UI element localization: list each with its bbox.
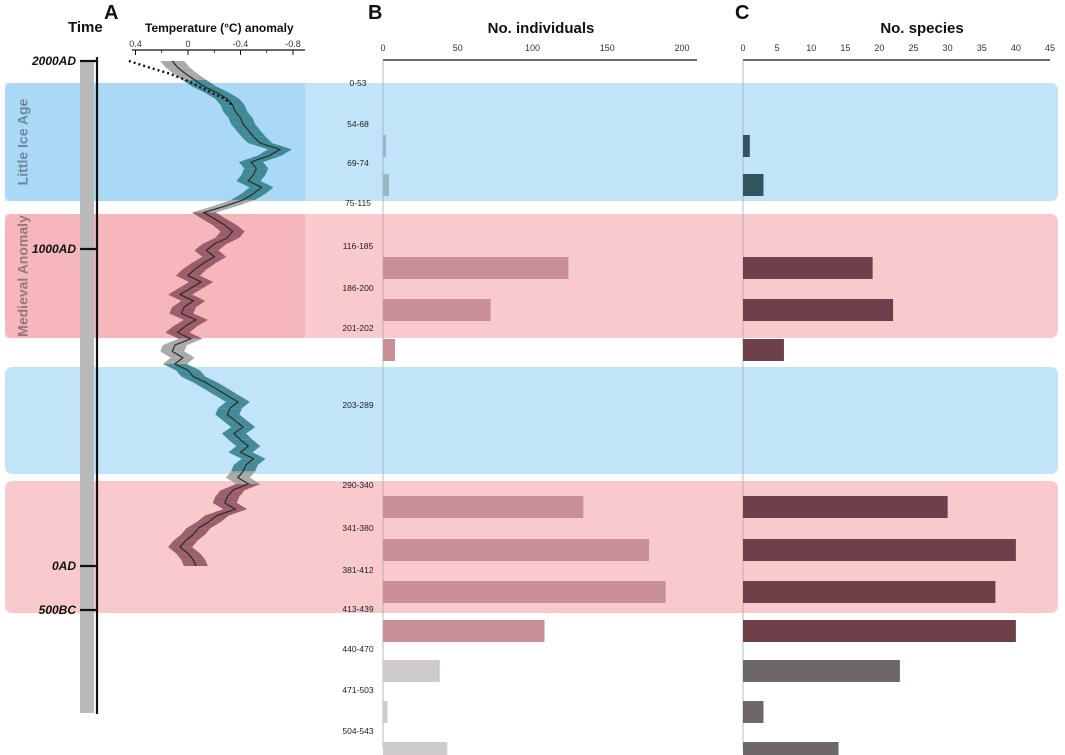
temp-tick-label: 0.4	[129, 39, 142, 49]
time-axis-bar	[80, 60, 94, 713]
individuals-bar	[383, 339, 395, 361]
species-bar	[743, 742, 839, 755]
species-bar	[743, 660, 900, 682]
species-bar	[743, 339, 784, 361]
individuals-panel: 0 50 100 150 200 0-53 54-68 69-74 75-115 116-185 1…	[342, 43, 697, 755]
species-bar	[743, 174, 764, 196]
time-label: 0AD	[52, 559, 76, 573]
individuals-bar	[383, 539, 650, 561]
individuals-tick-label: 200	[675, 43, 690, 53]
temp-tick-label: -0.8	[285, 39, 301, 49]
species-title: No. species	[880, 20, 963, 37]
species-bar	[743, 299, 894, 321]
period-band-1	[5, 83, 1058, 201]
species-bar	[743, 581, 996, 603]
bin-label: 341-380	[342, 523, 373, 533]
species-tick-label: 10	[806, 43, 816, 53]
individuals-tick-label: 100	[525, 43, 540, 53]
bin-label: 290-340	[342, 480, 373, 490]
bin-label: 201-202	[342, 323, 373, 333]
temp-tick-label: 0	[185, 39, 190, 49]
species-bar	[743, 701, 764, 723]
instrumental-record-line	[128, 59, 234, 107]
bin-label: 440-470	[342, 644, 373, 654]
time-label: 1000AD	[32, 242, 76, 256]
panel-letter-c: C	[735, 2, 749, 24]
bin-label: 203-289	[342, 400, 373, 410]
individuals-bar	[383, 701, 388, 723]
temperature-panel: 0.4 0 -0.4 -0.8	[128, 39, 305, 567]
individuals-bar	[383, 299, 491, 321]
bin-label: 381-412	[342, 565, 373, 575]
temp-anomaly-line	[171, 60, 282, 567]
period-band-3	[5, 367, 1058, 474]
temperature-axis-title: Temperature (°C) anomaly	[145, 21, 294, 35]
period-label-1: Little Ice Age	[15, 98, 31, 185]
species-tick-label: 20	[874, 43, 884, 53]
species-tick-label: 40	[1011, 43, 1021, 53]
bin-label: 0-53	[349, 78, 366, 88]
time-label: 500BC	[39, 603, 77, 617]
species-tick-label: 15	[840, 43, 850, 53]
species-tick-label: 30	[943, 43, 953, 53]
individuals-bar	[383, 135, 386, 157]
species-panel: 0 5 10 15 20 25 30 35 40 45	[740, 43, 1055, 755]
bin-label: 504-543	[342, 726, 373, 736]
individuals-tick-label: 0	[380, 43, 385, 53]
bin-label: 471-503	[342, 685, 373, 695]
bin-label: 413-439	[342, 604, 373, 614]
time-axis: 2000AD 1000AD 0AD 500BC	[31, 54, 99, 714]
species-bar	[743, 135, 750, 157]
species-tick-label: 25	[909, 43, 919, 53]
period-label-2: Medieval Anomaly	[15, 215, 31, 337]
temp-tick-label: -0.4	[233, 39, 249, 49]
individuals-bar	[383, 742, 448, 755]
bin-label: 69-74	[347, 158, 369, 168]
ma-shade	[5, 214, 305, 338]
bin-label: 75-115	[345, 198, 371, 208]
individuals-bar	[383, 581, 666, 603]
species-bar	[743, 620, 1016, 642]
panel-letter-a: A	[104, 2, 118, 24]
time-label: 2000AD	[31, 54, 76, 68]
individuals-bar	[383, 620, 545, 642]
individuals-tick-label: 50	[453, 43, 463, 53]
species-tick-label: 45	[1045, 43, 1055, 53]
species-tick-label: 35	[977, 43, 987, 53]
bin-label: 54-68	[347, 119, 369, 129]
individuals-title: No. individuals	[488, 20, 595, 37]
individuals-bar	[383, 496, 584, 518]
individuals-bar	[383, 174, 389, 196]
species-bar	[743, 539, 1016, 561]
species-bar	[743, 257, 873, 279]
bin-label: 116-185	[343, 241, 374, 251]
individuals-bar	[383, 257, 569, 279]
species-tick-label: 0	[740, 43, 745, 53]
individuals-bar	[383, 660, 440, 682]
species-bar	[743, 496, 948, 518]
time-axis-title: Time	[68, 19, 103, 36]
panel-letter-b: B	[368, 2, 382, 24]
species-tick-label: 5	[775, 43, 780, 53]
individuals-tick-label: 150	[600, 43, 615, 53]
bin-label: 186-200	[342, 283, 373, 293]
